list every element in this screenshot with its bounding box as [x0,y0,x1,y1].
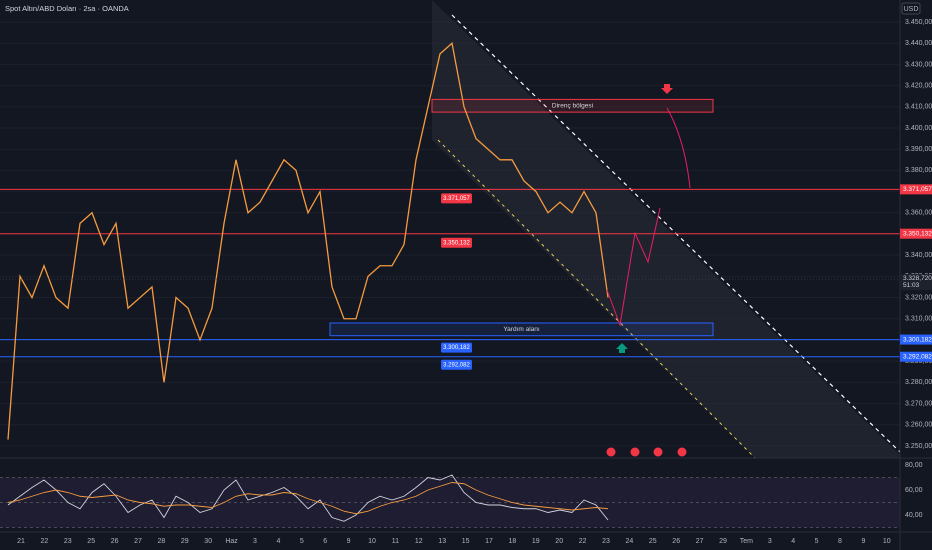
series-line [7,482,609,515]
level-tag-label: 3.350,132 [443,240,470,246]
axis-level-label: 3.350,132 [903,230,932,237]
x-tick-label: 28 [158,538,166,545]
level-tag [441,237,472,248]
zone [431,98,714,113]
x-tick-label: 18 [509,538,517,545]
x-tick-label: Tem [740,538,753,545]
x-tick-label: 13 [438,538,446,545]
x-tick-label: 30 [204,538,212,545]
currency-box [901,2,921,15]
x-tick-label: 8 [838,538,842,545]
level-tag [441,193,472,204]
y-tick-label: 3.250,000 [905,443,932,450]
current-price-tag [900,274,932,291]
x-tick-label: 21 [17,538,25,545]
zone [329,322,714,337]
x-tick-label: 3 [768,538,772,545]
x-tick-label: 29 [719,538,727,545]
x-tick-label: 15 [462,538,470,545]
current-price-label: 3.328,720 [903,275,932,282]
zone-label: Direnç bölgesi [552,102,593,109]
y-tick-label: 3.320,000 [905,294,932,301]
x-tick-label: 27 [696,538,704,545]
x-tick-label: 26 [672,538,680,545]
x-tick-label: Haz [225,538,238,545]
x-tick-label: 3 [253,538,257,545]
level-tag-label: 3.292,082 [443,362,470,368]
x-tick-label: 9 [861,538,865,545]
forecast-path [606,207,661,327]
y-tick-label: 3.410,000 [905,104,932,111]
axis-level-tag [900,184,932,195]
x-tick-label: 17 [485,538,493,545]
y-tick-label: 3.450,000 [905,19,932,26]
x-tick-label: 12 [415,538,423,545]
series-line [7,41,609,440]
x-tick-label: 23 [602,538,610,545]
y-tick-label: 80,00 [905,462,923,469]
x-tick-label: 5 [815,538,819,545]
axis-level-label: 3.292,082 [903,353,932,360]
axis-level-tag [900,351,932,362]
x-tick-label: 11 [392,538,399,545]
y-tick-label: 40,00 [905,512,923,519]
x-tick-label: 4 [276,538,280,545]
x-tick-label: 10 [368,538,376,545]
y-tick-label: 3.430,000 [905,61,932,68]
grid [0,21,900,528]
x-tick-label: 20 [555,538,563,545]
axis-level-tag [900,334,932,345]
channel [432,0,900,458]
y-tick-label: 3.260,000 [905,422,932,429]
x-tick-label: 25 [87,538,95,545]
y-tick-label: 3.340,000 [905,252,932,259]
x-tick-label: 27 [134,538,142,545]
level-tag [441,359,472,370]
x-tick-label: 19 [532,538,540,545]
y-tick-label: 3.360,000 [905,210,932,217]
x-tick-label: 24 [626,538,634,545]
level-tag-label: 3.300,182 [443,345,470,351]
level-tag-label: 3.371,057 [443,196,470,202]
y-tick-label: 3.270,000 [905,400,932,407]
y-tick-label: 60,00 [905,487,923,494]
plot: Direnç bölgesi Yardım alanı 3.371,057 3.350… [0,41,900,522]
forecast-arrow [666,107,691,189]
x-tick-label: 23 [64,538,72,545]
x-tick-label: 4 [791,538,795,545]
axis-level-tag [900,228,932,239]
y-tick-label: 3.280,000 [905,379,932,386]
up-arrow [616,343,628,353]
trend-line [437,139,756,459]
x-tick-label: 6 [323,538,327,545]
y-tick-label: 3.390,000 [905,146,932,153]
x-tick-label: 22 [579,538,587,545]
x-tick-label: 10 [883,538,891,545]
y-tick-label: 3.420,000 [905,82,932,89]
down-arrow [661,84,673,94]
x-tick-label: 26 [111,538,119,545]
x-tick-label: 5 [300,538,304,545]
y-tick-label: 3.310,000 [905,316,932,323]
y-tick-label: 3.400,000 [905,125,932,132]
x-tick-label: 25 [649,538,657,545]
axis-level-label: 3.371,057 [903,186,932,193]
x-tick-label: 22 [41,538,49,545]
axis-level-label: 3.300,182 [903,336,932,343]
countdown: 51:03 [903,282,920,289]
x-tick-label: 29 [181,538,189,545]
y-tick-label: 3.380,000 [905,167,932,174]
event-icons [606,447,687,457]
chart-title: Spot Altın/ABD Doları · 2sa · OANDA [5,4,129,13]
zone-label: Yardım alanı [503,326,540,333]
series-line [7,474,609,522]
level-tag [441,342,472,353]
y-tick-label: 3.440,000 [905,40,932,47]
x-tick-label: 9 [347,538,351,545]
currency: USD [904,6,919,13]
